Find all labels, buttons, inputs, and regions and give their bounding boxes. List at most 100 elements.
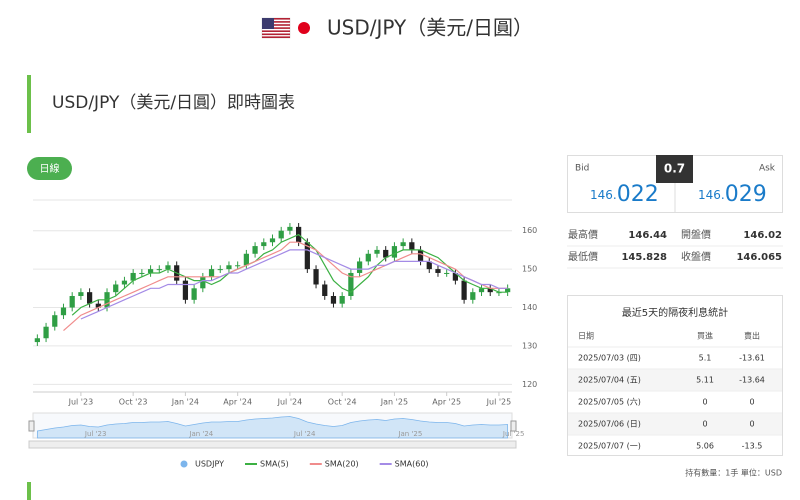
- table-cell: 5.1: [699, 354, 712, 363]
- candle-body: [156, 269, 162, 271]
- x-tick-label: Apr '24: [223, 398, 252, 407]
- chart: 120 130 140 150 160 Jul '23 Oct '23 Jan '24 Apr …: [28, 199, 537, 469]
- candle-body: [252, 246, 258, 254]
- candle-body: [400, 242, 406, 247]
- candle-body: [130, 272, 136, 281]
- candle-body: [461, 280, 467, 300]
- bid-label: Bid: [575, 164, 589, 174]
- candle-body: [339, 296, 345, 304]
- candle-body: [426, 261, 432, 270]
- ask-int: 146.: [698, 188, 725, 202]
- stat-label: 最高價: [568, 228, 598, 241]
- period-button-label[interactable]: 日線: [40, 162, 60, 175]
- x-tick-label: Jan '25: [380, 398, 408, 407]
- navigator-label: Jul '25: [502, 430, 525, 438]
- table-cell: 2025/07/05 (六): [578, 397, 641, 407]
- ask-price: 146.029: [698, 182, 767, 207]
- navigator-label: Jul '24: [293, 430, 316, 438]
- candle-body: [34, 338, 40, 343]
- table-cell: -13.5: [742, 442, 763, 451]
- ask-label: Ask: [759, 164, 776, 174]
- candle-body: [243, 253, 249, 266]
- table-row-bg: [568, 369, 782, 391]
- table-cell: 0: [749, 398, 754, 407]
- x-tick-label: Oct '24: [328, 398, 357, 407]
- candle-body: [208, 269, 215, 277]
- legend-marker: [180, 460, 188, 468]
- table-cell: 2025/07/03 (四): [578, 354, 641, 363]
- stats: 最高價 146.44 開盤價 146.02 最低價 145.828 收盤價 146.065: [567, 228, 783, 269]
- navigator-label: Jan '24: [188, 430, 213, 438]
- candle-body: [182, 280, 189, 300]
- navigator-label: Jul '23: [84, 430, 107, 438]
- stat-value: 146.02: [743, 230, 782, 241]
- legend-label: USDJPY: [195, 460, 224, 469]
- candle-body: [348, 272, 354, 296]
- table-cell: -13.64: [739, 376, 765, 385]
- bid-int: 146.: [590, 188, 617, 202]
- stat-value: 146.065: [736, 252, 782, 263]
- table-cell: 0: [702, 420, 707, 429]
- y-tick-label: 120: [522, 380, 537, 389]
- candle-body: [86, 292, 93, 304]
- table-header: 日期: [578, 332, 594, 341]
- candle-body: [444, 272, 450, 274]
- bid-dec: 022: [617, 182, 659, 207]
- period-button[interactable]: [27, 157, 72, 180]
- ask-dec: 029: [725, 182, 767, 207]
- table-body: 日期 買進 賣出 2025/07/03 (四) 5.1 -13.61 2025/07/04 …: [568, 331, 782, 451]
- candle-body: [304, 242, 310, 270]
- table-cell: 5.11: [696, 376, 714, 385]
- candle-body: [60, 307, 67, 316]
- x-tick-label: Jul '23: [68, 398, 94, 407]
- candle-body: [322, 284, 328, 296]
- legend-label: SMA(60): [395, 460, 429, 469]
- page-title: USD/JPY（美元/日圓）: [327, 16, 533, 40]
- candle-body: [200, 276, 206, 289]
- candle-body: [217, 269, 223, 271]
- x-tick-label: Apr '25: [432, 398, 461, 407]
- candle-body: [52, 315, 58, 327]
- sma-line: [80, 249, 508, 320]
- scrollbar: [28, 440, 517, 449]
- x-tick-label: Oct '23: [119, 398, 148, 407]
- sma-line: [63, 241, 508, 332]
- candle-body: [191, 288, 197, 300]
- candle-body: [435, 269, 441, 273]
- candle-body: [374, 249, 380, 254]
- candle-body: [330, 296, 337, 304]
- table-header: 賣出: [744, 331, 760, 341]
- legend-label: SMA(20): [325, 460, 359, 469]
- stat-label: 最低價: [568, 250, 598, 263]
- stat-value: 146.44: [628, 230, 667, 241]
- y-tick-label: 160: [522, 226, 537, 235]
- stat-label: 開盤價: [681, 228, 711, 241]
- candle-body: [365, 253, 371, 262]
- sma-line: [71, 233, 508, 316]
- candle-body: [391, 246, 398, 258]
- table-cell: 2025/07/07 (一): [578, 442, 641, 451]
- candle-body: [269, 238, 276, 243]
- bid-price: 146.022: [590, 182, 659, 207]
- stat-label: 收盤價: [681, 250, 711, 263]
- candle-body: [452, 272, 459, 281]
- table-cell: 2025/07/06 (日): [578, 420, 641, 429]
- spread-box: [656, 155, 693, 183]
- table-cell: 0: [749, 420, 754, 429]
- navigator: [32, 412, 513, 439]
- y-tick-label: 130: [522, 341, 537, 350]
- candle-body: [356, 261, 363, 273]
- candle-body: [235, 265, 241, 267]
- candle-body: [43, 326, 49, 339]
- candle-body: [95, 303, 101, 308]
- candle-body: [278, 230, 284, 239]
- candle-body: [113, 284, 119, 293]
- jp-flag: [298, 22, 310, 34]
- section-bar: [27, 75, 31, 133]
- table-header: 買進: [697, 332, 713, 341]
- x-tick-label: Jul '25: [486, 398, 512, 407]
- table-cell: 5.06: [696, 442, 714, 451]
- navigator-handle: [28, 420, 35, 432]
- y-tick-label: 150: [522, 265, 537, 274]
